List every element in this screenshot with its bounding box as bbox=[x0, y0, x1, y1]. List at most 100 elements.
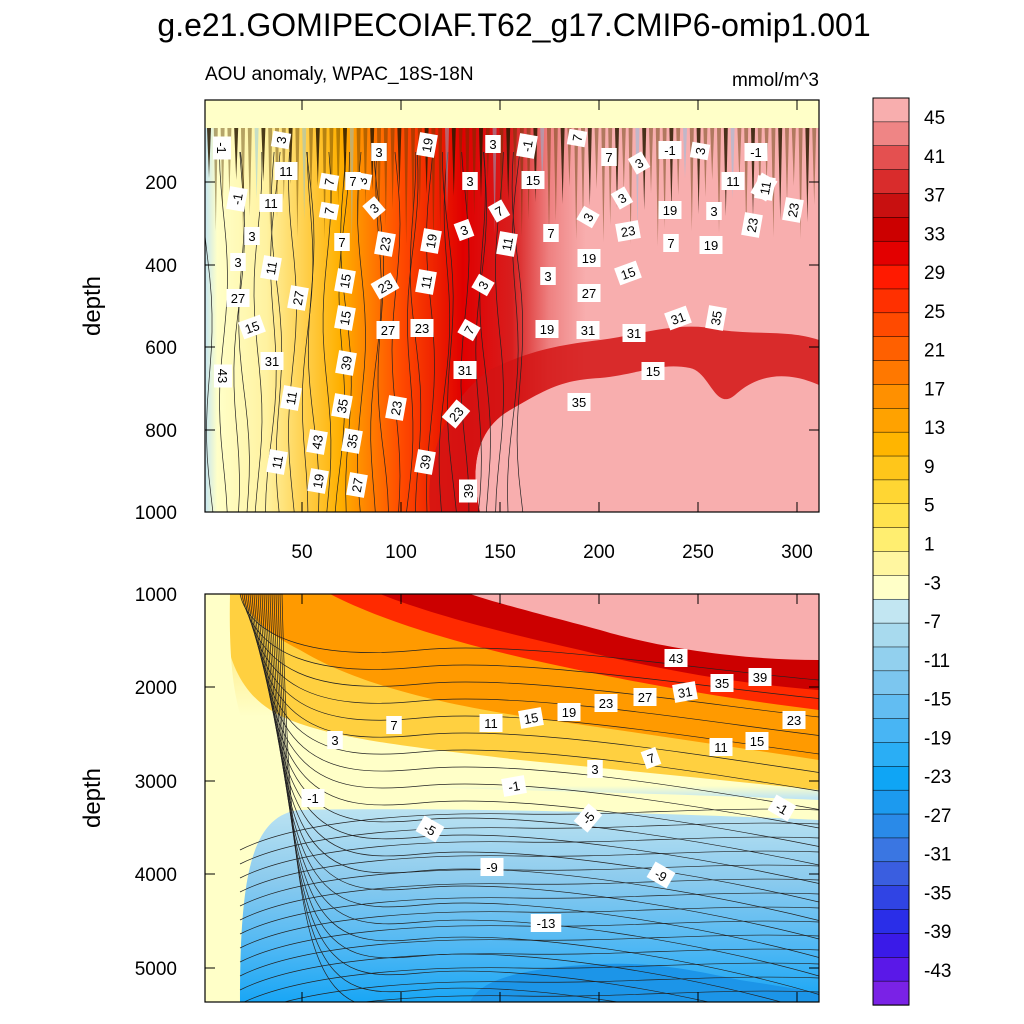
lower-contour-label-text: 15 bbox=[750, 734, 764, 749]
upper-contour-label-text: 11 bbox=[263, 260, 280, 276]
lower-contour-label: 23 bbox=[594, 694, 618, 712]
upper-contour-label-text: -1 bbox=[229, 192, 246, 206]
label-bg bbox=[270, 130, 292, 150]
upper-x-tick-label: 150 bbox=[484, 542, 516, 563]
upper-contour-label: 15 bbox=[238, 314, 266, 340]
lower-contour-line bbox=[239, 836, 819, 879]
upper-contour-label-text: 27 bbox=[231, 291, 245, 306]
upper-contour-line bbox=[238, 151, 250, 512]
colorbar-swatch bbox=[872, 312, 910, 338]
upper-contour-label-text: 23 bbox=[375, 276, 395, 296]
upper-contour-label: 11 bbox=[754, 175, 776, 201]
lower-contour-line bbox=[259, 594, 819, 866]
upper-striation bbox=[594, 128, 599, 189]
lower-contour-line bbox=[245, 594, 819, 736]
upper-contour-line bbox=[306, 151, 320, 512]
upper-y-tick-label: 800 bbox=[145, 421, 177, 442]
colorbar-label: 41 bbox=[924, 147, 945, 168]
label-bg bbox=[705, 305, 727, 331]
lower-contour-label: 15 bbox=[518, 707, 544, 729]
upper-striation bbox=[553, 128, 558, 221]
upper-contour-label: 39 bbox=[335, 350, 357, 376]
upper-contour-line bbox=[475, 151, 487, 512]
label-bg bbox=[485, 135, 501, 153]
upper-striation bbox=[785, 128, 789, 203]
upper-y-tick-label: 1000 bbox=[135, 503, 177, 524]
label-bg bbox=[345, 172, 361, 190]
upper-striation bbox=[397, 128, 402, 192]
lower-y-tick-label: 5000 bbox=[135, 959, 177, 980]
upper-contour-label: 31 bbox=[453, 361, 477, 379]
lower-contour-label-text: 7 bbox=[645, 750, 657, 767]
upper-striation bbox=[261, 128, 266, 182]
label-bg bbox=[441, 399, 471, 429]
lower-contour-line bbox=[267, 594, 819, 940]
upper-striation bbox=[254, 128, 259, 199]
upper-striation bbox=[812, 128, 817, 205]
lower-contour-label: -5 bbox=[573, 803, 603, 833]
upper-contour-label: 35 bbox=[567, 393, 591, 411]
label-bg bbox=[767, 794, 797, 822]
label-bg bbox=[601, 148, 617, 166]
upper-contour-label-text: 3 bbox=[248, 229, 255, 244]
upper-contour-label-text: 7 bbox=[321, 206, 337, 216]
lower-contour-label: 15 bbox=[745, 732, 769, 750]
upper-saturated-core bbox=[475, 366, 819, 512]
upper-striation bbox=[635, 128, 640, 227]
colorbar-label: 1 bbox=[924, 535, 935, 556]
lower-contour-label: 3 bbox=[587, 760, 603, 778]
upper-contour-label: 3 bbox=[706, 202, 722, 220]
upper-contour-label-text: 31 bbox=[458, 363, 472, 378]
upper-contour-label-text: 31 bbox=[669, 309, 688, 328]
upper-striation bbox=[805, 128, 810, 222]
upper-contour-label-text: 15 bbox=[646, 364, 660, 379]
upper-contour-label-text: -1 bbox=[750, 145, 762, 160]
upper-striation bbox=[343, 128, 347, 188]
lower-contour-label: 43 bbox=[664, 649, 688, 667]
lower-contour-line bbox=[239, 850, 819, 893]
colorbar-swatch bbox=[872, 193, 910, 218]
label-bg bbox=[341, 428, 363, 454]
upper-contour-label: 35 bbox=[705, 305, 727, 331]
upper-contour-line bbox=[357, 151, 366, 512]
label-bg bbox=[744, 143, 768, 161]
lower-contour-label: 27 bbox=[633, 688, 657, 706]
upper-contour-label: 35 bbox=[341, 428, 363, 454]
lower-contour-label: -5 bbox=[415, 815, 445, 843]
lower-contour-line bbox=[243, 962, 819, 1002]
colorbar-swatch bbox=[872, 622, 910, 648]
lower-contour-label-text: 31 bbox=[677, 684, 694, 701]
upper-contour-label-text: 3 bbox=[489, 137, 496, 152]
label-bg bbox=[530, 914, 562, 932]
upper-contour-label-text: 31 bbox=[627, 326, 641, 341]
upper-x-tick-label: 100 bbox=[385, 542, 417, 563]
upper-contour-label: 39 bbox=[459, 479, 477, 503]
label-bg bbox=[420, 228, 442, 254]
upper-striation bbox=[798, 128, 803, 239]
lower-contour-label-text: 23 bbox=[787, 713, 801, 728]
upper-contour-label: 19 bbox=[699, 236, 723, 254]
label-bg bbox=[754, 175, 776, 201]
upper-contour-label: 31 bbox=[260, 352, 284, 370]
upper-contour-label: -1 bbox=[516, 133, 538, 159]
upper-x-tick-label: 250 bbox=[682, 542, 714, 563]
lower-contour-line bbox=[239, 906, 819, 949]
upper-striation bbox=[207, 128, 211, 178]
colorbar-label: -11 bbox=[924, 651, 950, 672]
upper-contour-label: 3 bbox=[230, 253, 246, 271]
label-bg bbox=[521, 171, 545, 189]
label-bg bbox=[622, 324, 646, 342]
lower-deep-blue-core bbox=[470, 963, 819, 1002]
upper-y-tick-label: 200 bbox=[145, 173, 177, 194]
upper-contour-label: 3 bbox=[576, 205, 600, 229]
colorbar-swatch bbox=[872, 336, 910, 362]
upper-contour-label-text: 7 bbox=[667, 236, 674, 251]
lower-contour-label: -1 bbox=[501, 775, 527, 797]
colorbar-swatch bbox=[872, 431, 910, 457]
upper-contour-label-text: 11 bbox=[279, 164, 293, 179]
upper-striation bbox=[649, 128, 653, 193]
colorbar-label: -15 bbox=[924, 690, 951, 711]
label-bg bbox=[415, 269, 437, 295]
label-bg bbox=[594, 694, 618, 712]
label-bg bbox=[226, 289, 250, 307]
